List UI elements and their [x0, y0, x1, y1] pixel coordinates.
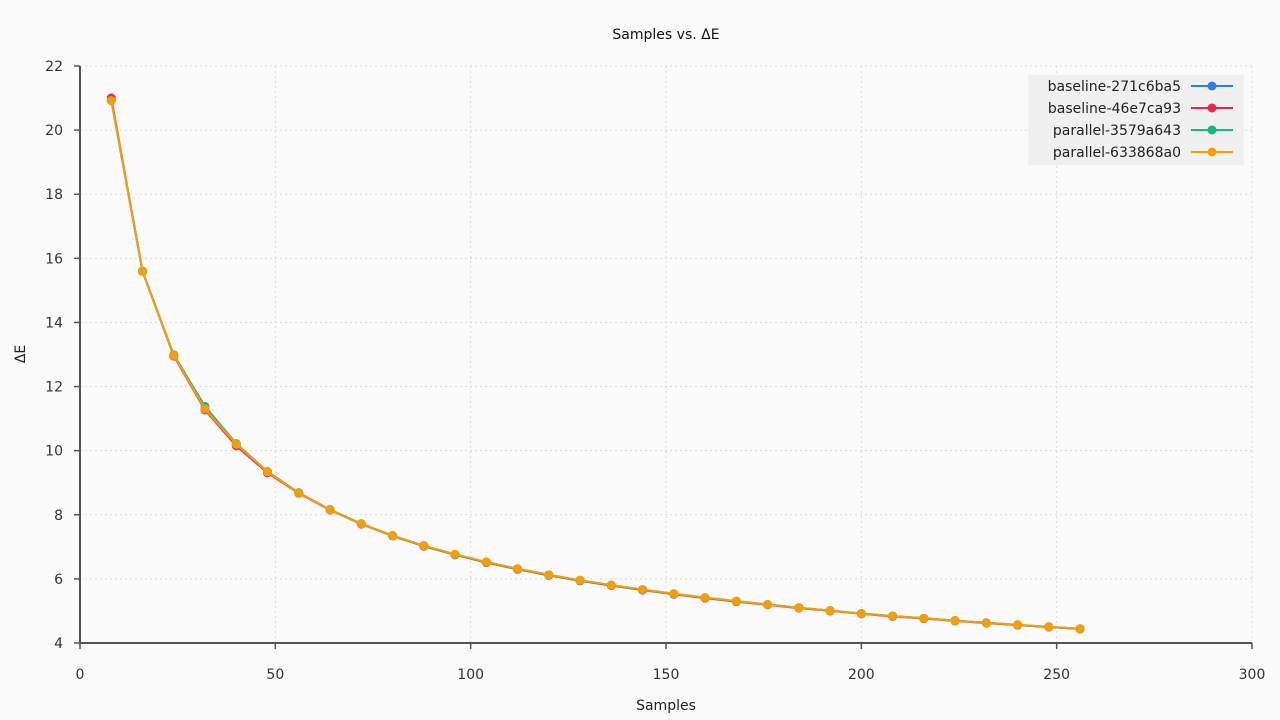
data-point-parallel-633868a0	[138, 266, 148, 276]
x-tick-label: 300	[1239, 667, 1266, 683]
data-point-parallel-633868a0	[888, 611, 898, 621]
legend-swatch-marker	[1207, 103, 1217, 113]
data-point-parallel-633868a0	[731, 596, 741, 606]
legend-label: parallel-3579a643	[1053, 123, 1181, 139]
data-point-parallel-633868a0	[294, 488, 304, 498]
y-tick-label: 6	[54, 572, 63, 588]
data-point-parallel-633868a0	[981, 618, 991, 628]
series-line-parallel-3579a643	[110, 100, 1081, 630]
x-tick-label: 250	[1043, 667, 1070, 683]
legend-label: parallel-633868a0	[1053, 145, 1181, 161]
data-point-parallel-633868a0	[388, 531, 398, 541]
x-tick-label: 200	[848, 667, 875, 683]
legend-swatch-marker	[1207, 125, 1217, 135]
data-point-parallel-633868a0	[1013, 620, 1023, 630]
legend-swatch-marker	[1207, 81, 1217, 91]
x-tick-label: 50	[266, 667, 284, 683]
data-point-parallel-633868a0	[356, 519, 366, 529]
data-point-parallel-633868a0	[638, 584, 648, 594]
data-point-parallel-633868a0	[169, 350, 179, 360]
series-line-parallel-633868a0	[110, 100, 1081, 630]
x-tick-label: 100	[457, 667, 484, 683]
data-point-parallel-633868a0	[325, 505, 335, 515]
legend-label: baseline-271c6ba5	[1048, 79, 1181, 95]
data-point-parallel-633868a0	[419, 541, 429, 551]
data-point-parallel-633868a0	[700, 592, 710, 602]
data-point-parallel-633868a0	[200, 404, 210, 414]
series-line-baseline-271c6ba5	[110, 99, 1081, 630]
legend: baseline-271c6ba5 baseline-46e7ca93 parall…	[1028, 75, 1244, 165]
data-point-parallel-633868a0	[794, 603, 804, 613]
chart-title: Samples vs. ΔE	[612, 27, 719, 43]
y-axis-label: ΔE	[13, 345, 29, 363]
data-point-parallel-633868a0	[825, 606, 835, 616]
data-point-parallel-633868a0	[669, 589, 679, 599]
y-tick-label: 4	[54, 636, 63, 652]
data-point-parallel-633868a0	[263, 467, 273, 477]
legend-label: baseline-46e7ca93	[1048, 101, 1181, 117]
data-point-parallel-633868a0	[231, 439, 241, 449]
series-group	[106, 93, 1085, 634]
data-point-parallel-633868a0	[450, 549, 460, 559]
y-tick-label: 14	[45, 315, 63, 331]
x-tick-label: 150	[653, 667, 680, 683]
y-tick-label: 10	[45, 444, 63, 460]
data-point-parallel-633868a0	[513, 564, 523, 574]
data-point-parallel-633868a0	[575, 575, 585, 585]
y-tick-label: 12	[45, 380, 63, 396]
axes: 4 6 8 10 12 14 16 18 20 22 0 50 100 150 200 250 300	[45, 59, 1265, 683]
data-point-parallel-633868a0	[763, 600, 773, 610]
data-point-parallel-633868a0	[544, 570, 554, 580]
data-point-parallel-633868a0	[606, 580, 616, 590]
data-point-parallel-633868a0	[919, 613, 929, 623]
data-point-parallel-633868a0	[1075, 624, 1085, 634]
x-tick-label: 0	[76, 667, 85, 683]
data-point-parallel-633868a0	[106, 96, 116, 106]
data-point-parallel-633868a0	[481, 557, 491, 567]
data-point-parallel-633868a0	[1044, 622, 1054, 632]
y-tick-label: 20	[45, 123, 63, 139]
data-point-parallel-633868a0	[950, 616, 960, 626]
legend-swatch-marker	[1207, 147, 1217, 157]
y-tick-label: 16	[45, 251, 63, 267]
y-tick-label: 18	[45, 187, 63, 203]
y-tick-label: 8	[54, 508, 63, 524]
data-point-parallel-633868a0	[856, 609, 866, 619]
x-axis-label: Samples	[636, 698, 696, 714]
grid	[80, 65, 1253, 643]
y-tick-label: 22	[45, 59, 63, 75]
series-line-baseline-46e7ca93	[110, 97, 1081, 630]
